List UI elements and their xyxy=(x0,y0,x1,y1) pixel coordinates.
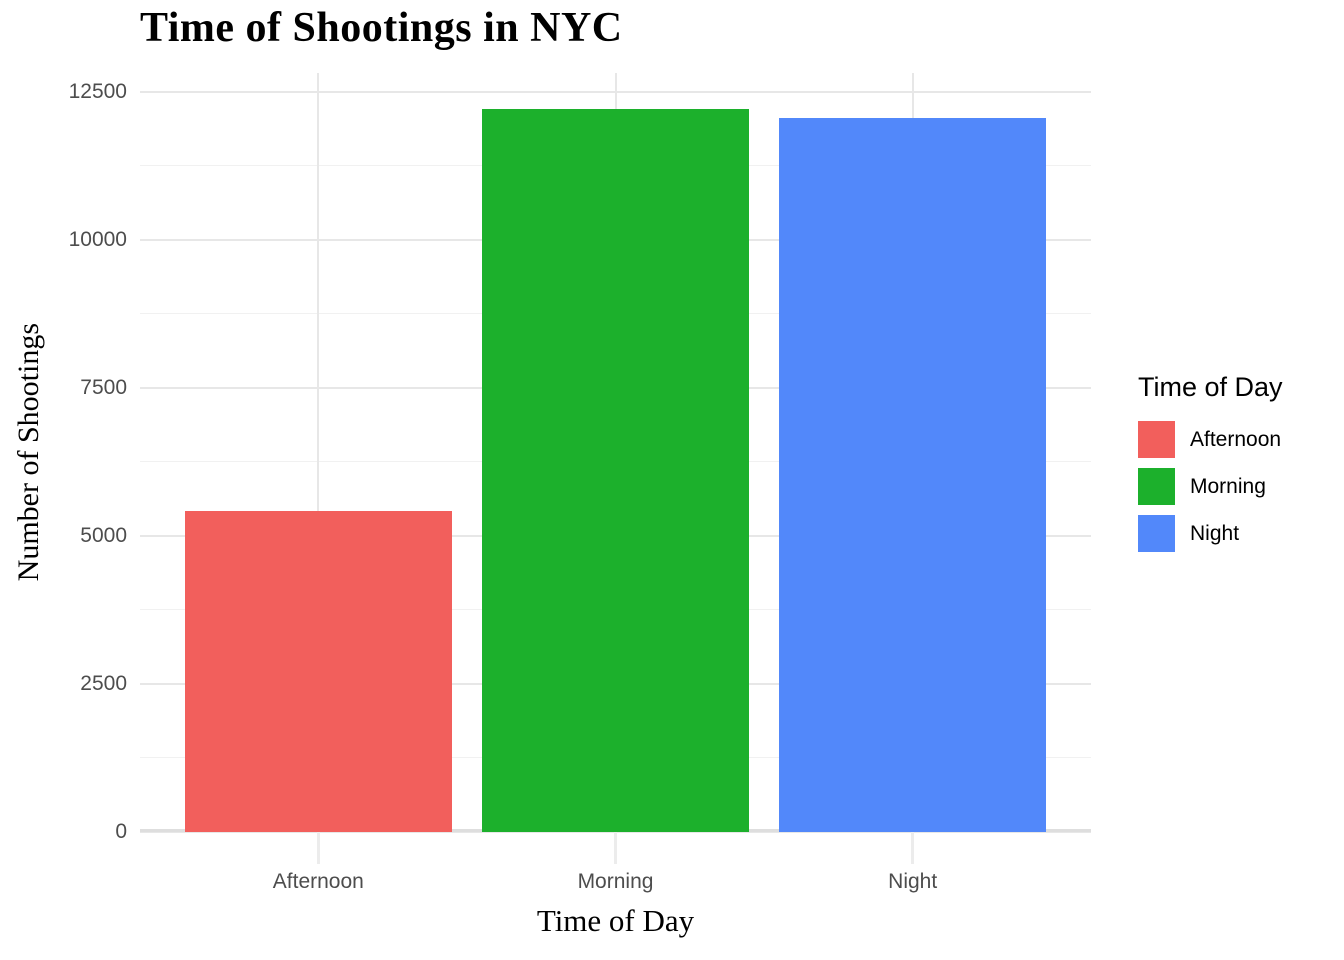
x-axis-title: Time of Day xyxy=(536,903,695,938)
y-tick-label-0: 0 xyxy=(115,820,127,843)
gridline-category-afternoon xyxy=(317,73,320,832)
y-axis-title: Number of Shootings xyxy=(6,73,52,832)
bar-afternoon xyxy=(184,510,453,832)
legend-title: Time of Day xyxy=(1138,372,1283,402)
x-tick-label-night: Night xyxy=(888,870,938,893)
legend-swatch-afternoon xyxy=(1138,421,1175,458)
y-tick-label-7500: 7500 xyxy=(80,375,127,399)
legend: Time of Day Afternoon Morning Night xyxy=(1138,372,1283,562)
bar-morning xyxy=(481,109,750,832)
legend-swatch-night xyxy=(1138,515,1175,552)
legend-label-morning: Morning xyxy=(1190,474,1266,498)
y-tick-label-10000: 10000 xyxy=(68,227,127,251)
legend-entry-night: Night xyxy=(1138,515,1283,552)
x-tick-label-afternoon: Afternoon xyxy=(272,870,364,893)
legend-entry-afternoon: Afternoon xyxy=(1138,421,1283,458)
y-tick-label-5000: 5000 xyxy=(80,523,127,547)
y-tick-label-2500: 2500 xyxy=(80,671,127,695)
x-tick-mark-afternoon xyxy=(316,832,320,864)
legend-entry-morning: Morning xyxy=(1138,468,1283,505)
legend-label-night: Night xyxy=(1190,521,1240,545)
legend-swatch-morning xyxy=(1138,468,1175,505)
legend-label-afternoon: Afternoon xyxy=(1190,427,1282,451)
y-tick-label-12500: 12500 xyxy=(68,79,127,103)
x-tick-mark-night xyxy=(911,832,915,864)
bar-night xyxy=(778,118,1047,832)
legend-entries: Afternoon Morning Night xyxy=(1138,421,1283,552)
x-tick-mark-morning xyxy=(614,832,617,864)
chart-title: Time of Shootings in NYC xyxy=(140,5,623,51)
plot-panel xyxy=(140,73,1091,833)
x-tick-label-morning: Morning xyxy=(577,870,654,893)
